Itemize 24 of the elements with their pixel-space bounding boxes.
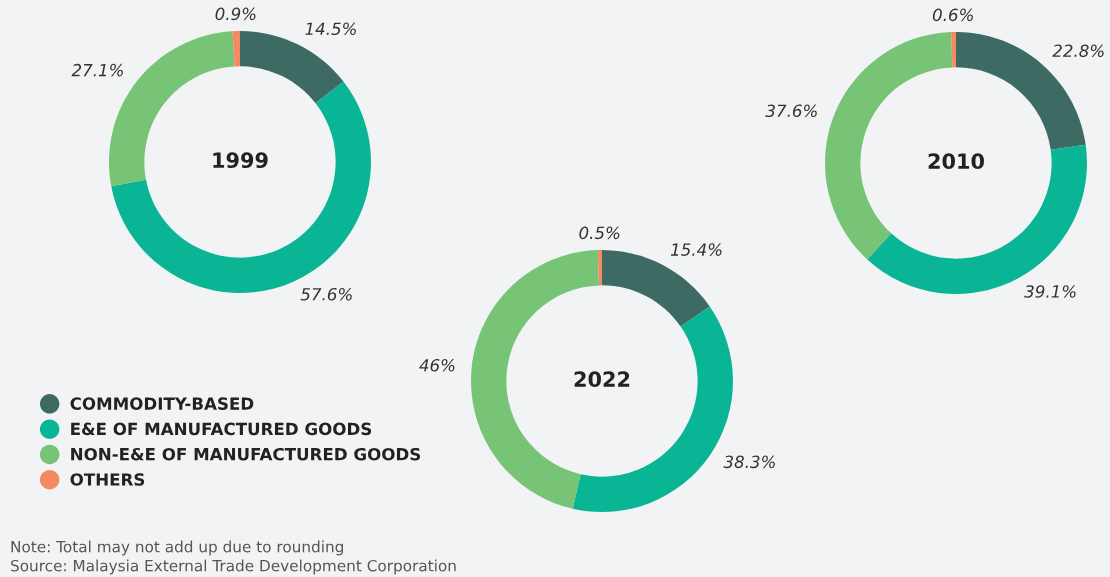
source-note: Source: Malaysia External Trade Development Corporation	[11, 559, 456, 575]
data-label: 57.6%	[300, 287, 352, 301]
donut-slice	[951, 32, 956, 68]
legend-label: OTHERS	[70, 473, 145, 486]
data-label: 15.4%	[670, 243, 722, 256]
legend-label: E&E OF MANUFACTURED GOODS	[71, 422, 372, 436]
data-label: 0.6%	[932, 8, 973, 22]
data-label: 46%	[419, 358, 455, 372]
data-label: 27.1%	[71, 63, 123, 77]
donut-slice	[597, 250, 602, 286]
data-label: 14.5%	[305, 22, 356, 36]
text: 2022	[574, 371, 630, 388]
data-label: 37.6%	[765, 104, 817, 118]
legend-label: NON-E&E OF MANUFACTURED GOODS	[71, 447, 421, 461]
data-label: 39.1%	[1024, 285, 1076, 298]
data-label: 0.9%	[215, 7, 256, 21]
data-label: 22.8%	[1052, 44, 1104, 58]
legend-label: COMMODITY-BASED	[70, 397, 254, 410]
text: Note: Total may not add up due to rounding	[11, 540, 343, 556]
donut-slice	[232, 31, 240, 67]
data-label: 0.5%	[579, 226, 620, 240]
text: 2010	[928, 153, 984, 170]
text: 1999	[213, 152, 268, 169]
data-label: 38.3%	[723, 455, 775, 469]
